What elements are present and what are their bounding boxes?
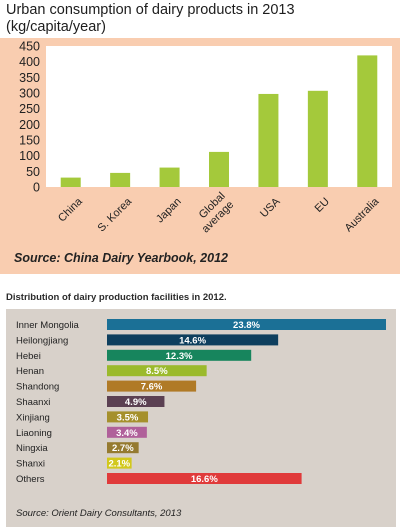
y-tick-label: 0	[33, 181, 40, 195]
bar-value-label: 4.9%	[125, 397, 147, 408]
bar	[307, 90, 328, 187]
bar-value-label: 8.5%	[146, 366, 168, 377]
bar-value-label: 3.5%	[117, 412, 139, 423]
horizontal-bar	[107, 457, 132, 469]
y-tick-label: 450	[19, 40, 40, 54]
y-tick-label: 50	[26, 165, 40, 179]
bar-value-label: 3.4%	[116, 428, 138, 439]
bar-category-label: Shanxi	[16, 459, 45, 470]
bar-category-label: Henan	[16, 366, 44, 377]
horizontal-bar	[107, 396, 165, 407]
bar-category-label: Ningxia	[16, 443, 48, 454]
horizontal-bar	[107, 319, 386, 330]
bar-value-label: 2.7%	[112, 443, 134, 454]
bar-category-label: Shandong	[16, 382, 59, 393]
bar-value-label: 7.6%	[141, 382, 163, 393]
bar-value-label: 16.6%	[191, 474, 218, 485]
bar	[209, 151, 229, 187]
bar-category-label: Heilongjiang	[16, 335, 68, 346]
bar-category-label: Liaoning	[16, 428, 52, 439]
bar	[258, 93, 279, 187]
horizontal-bar	[107, 426, 147, 438]
y-tick-label: 100	[19, 149, 40, 163]
horizontal-bar	[107, 473, 302, 484]
bar	[60, 177, 81, 187]
bar	[159, 167, 180, 187]
horizontal-bar	[107, 334, 279, 346]
bar-category-label: Shaanxi	[16, 397, 50, 408]
chart1-title: Urban consumption of dairy products in 2…	[6, 2, 295, 35]
bar-value-label: 2.1%	[108, 459, 130, 470]
horizontal-bar	[107, 442, 139, 454]
y-tick-label: 350	[19, 71, 40, 85]
horizontal-bar	[107, 349, 252, 361]
bar-category-label: Hebei	[16, 351, 41, 362]
chart1-source: Source: China Dairy Yearbook, 2012	[14, 251, 228, 265]
bar-value-label: 12.3%	[166, 351, 193, 362]
y-tick-label: 250	[19, 102, 40, 116]
y-tick-label: 200	[19, 118, 40, 132]
bar-value-label: 23.8%	[233, 320, 260, 331]
bar	[110, 172, 131, 187]
bar-category-label: Xinjiang	[16, 412, 50, 423]
y-tick-label: 300	[19, 87, 40, 101]
y-tick-label: 150	[19, 134, 40, 148]
horizontal-bar	[107, 365, 207, 377]
bar-category-label: Inner Mongolia	[16, 320, 80, 331]
horizontal-bar	[107, 411, 149, 423]
horizontal-bar	[107, 380, 197, 392]
bar-category-label: Others	[16, 474, 45, 485]
bar-value-label: 14.6%	[179, 335, 206, 346]
y-tick-label: 400	[19, 55, 40, 69]
chart2-source: Source: Orient Dairy Consultants, 2013	[16, 508, 182, 519]
bar	[357, 55, 378, 188]
chart2-title: Distribution of dairy production facilit…	[6, 292, 227, 303]
